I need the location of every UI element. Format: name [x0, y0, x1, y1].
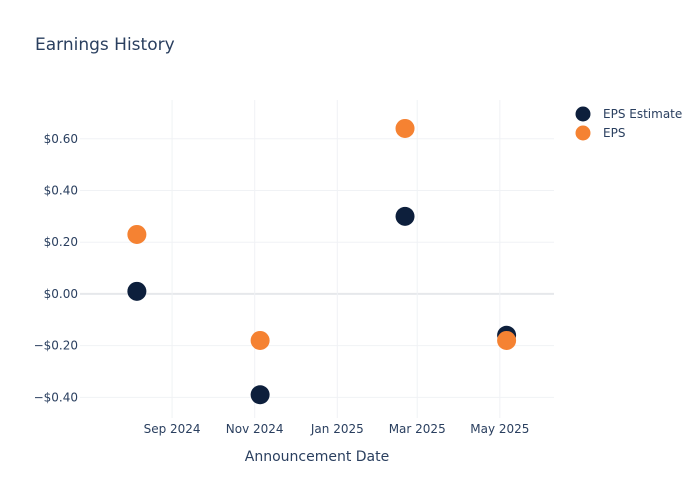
legend-label: EPS Estimate: [603, 107, 682, 121]
y-axis-ticks: $0.60 $0.40 $0.20 $0.00 −$0.20 −$0.40: [34, 132, 78, 405]
data-point[interactable]: [250, 330, 270, 350]
data-point[interactable]: [127, 281, 147, 301]
legend-item[interactable]: EPS Estimate: [575, 106, 683, 122]
x-tick-label: Mar 2025: [389, 422, 446, 436]
legend-item[interactable]: EPS: [575, 125, 626, 141]
y-tick-label: $0.20: [44, 235, 78, 249]
data-point[interactable]: [497, 330, 517, 350]
x-tick-label: Jan 2025: [310, 422, 364, 436]
y-tick-label: $0.40: [44, 183, 78, 197]
legend[interactable]: EPS Estimate EPS: [575, 106, 683, 141]
x-tick-label: May 2025: [470, 422, 529, 436]
y-tick-label: −$0.40: [34, 390, 78, 404]
y-tick-label: $0.00: [44, 287, 78, 301]
legend-marker: [575, 125, 591, 141]
series-eps: [127, 118, 517, 350]
y-tick-label: −$0.20: [34, 339, 78, 353]
data-point[interactable]: [395, 206, 415, 226]
grid: [80, 100, 554, 418]
x-axis-title: Announcement Date: [245, 449, 389, 465]
chart-title: Earnings History: [35, 35, 175, 55]
data-points: [127, 118, 517, 405]
y-tick-label: $0.60: [44, 132, 78, 146]
data-point[interactable]: [395, 118, 415, 138]
series-eps-estimate: [127, 206, 517, 405]
legend-label: EPS: [603, 126, 625, 140]
x-axis-ticks: Sep 2024 Nov 2024 Jan 2025 Mar 2025 May 2025: [144, 422, 530, 436]
x-tick-label: Sep 2024: [144, 422, 201, 436]
x-tick-label: Nov 2024: [226, 422, 284, 436]
legend-marker: [575, 106, 591, 122]
data-point[interactable]: [250, 385, 270, 405]
data-point[interactable]: [127, 224, 147, 244]
